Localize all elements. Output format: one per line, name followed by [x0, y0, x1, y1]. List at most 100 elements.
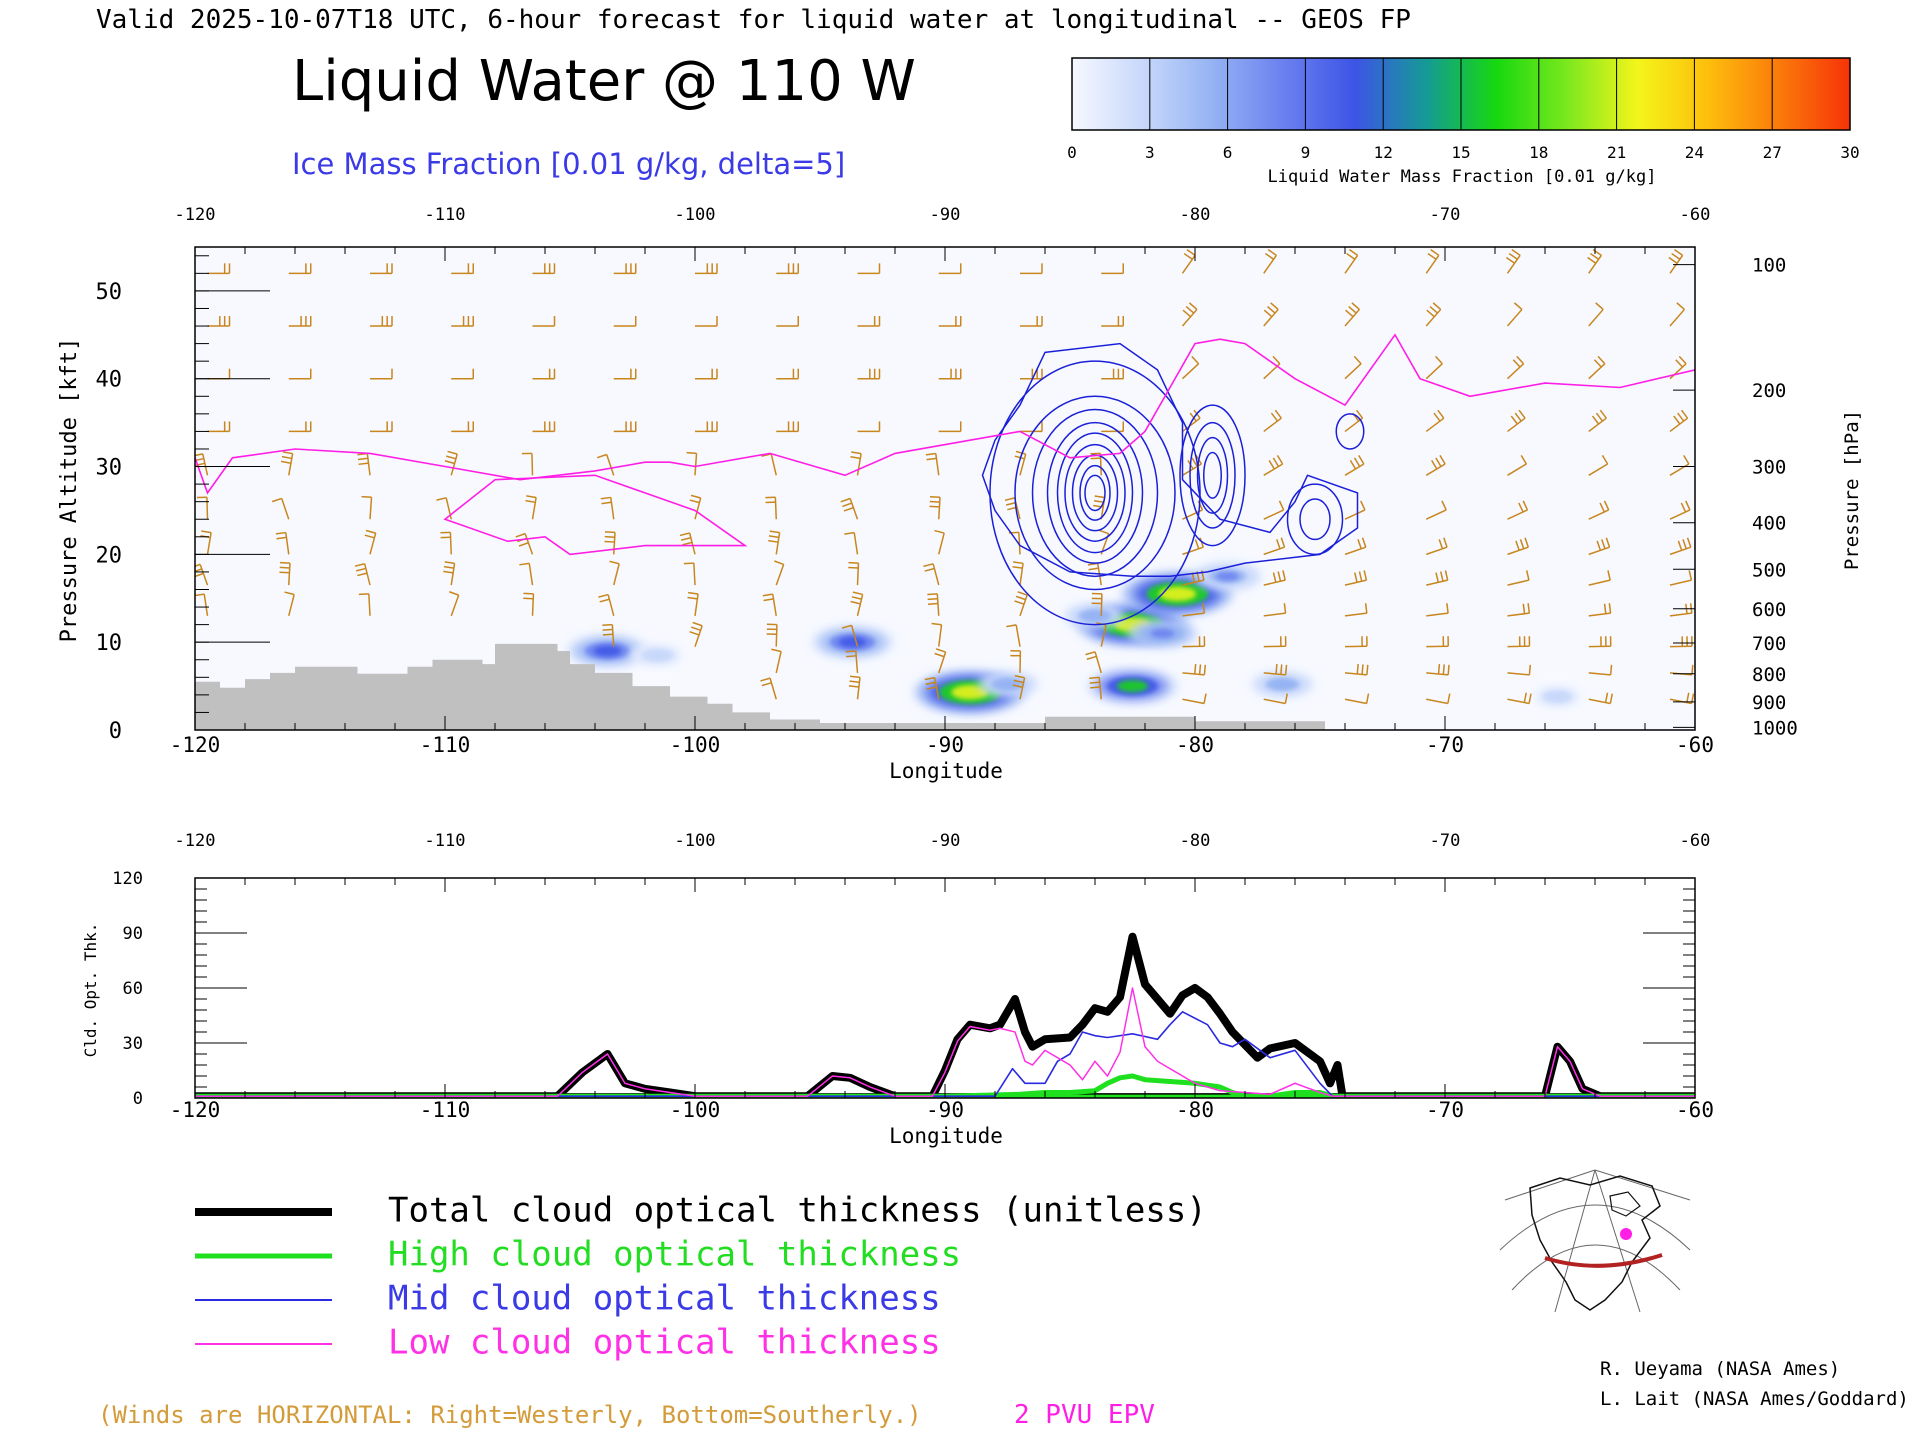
wind-barb-feather	[1677, 540, 1683, 551]
wind-barb	[1588, 537, 1611, 556]
wind-barb-feather	[840, 497, 851, 503]
ice-contour	[1203, 451, 1222, 499]
top-ytick-label: 40	[96, 368, 123, 393]
wind-barb-shaft	[1426, 612, 1449, 617]
top-xtick-label-upper: -120	[175, 205, 216, 225]
wind-barb-feather	[601, 501, 612, 505]
wind-barb-feather	[525, 499, 536, 504]
wind-barb-shaft	[1506, 363, 1525, 380]
wind-barb	[925, 452, 940, 476]
top-xtick-label: -80	[1176, 733, 1214, 757]
wind-barb	[1425, 302, 1442, 327]
wind-barb-shaft	[1344, 546, 1367, 556]
wind-barb-feather	[1004, 497, 1015, 502]
wind-barb-feather	[357, 572, 368, 577]
top-ytick-label: 50	[96, 280, 123, 305]
wind-barb-shaft	[1506, 308, 1523, 327]
wind-barb	[1263, 302, 1279, 327]
wind-barb-shaft	[607, 594, 615, 617]
wind-barb	[848, 561, 860, 586]
wind-barb-feather	[686, 451, 697, 455]
wind-barb-feather	[850, 600, 861, 605]
wind-barb	[596, 453, 615, 476]
wind-barb-feather	[1608, 603, 1612, 614]
wind-barb-shaft	[1263, 579, 1286, 586]
wind-barb-feather	[1272, 572, 1277, 583]
wind-barb	[370, 421, 393, 433]
wind-barb-shaft	[1425, 363, 1443, 380]
wind-barb-feather	[1351, 302, 1360, 310]
pressure-tick-label: 900	[1752, 692, 1786, 714]
legend: Total cloud optical thickness (unitless)…	[195, 1191, 1207, 1363]
wind-barb-feather	[1280, 537, 1286, 548]
colorbar-tick-label: 24	[1685, 143, 1704, 162]
top-xtick-label-upper: -60	[1680, 205, 1711, 225]
wind-barb	[1507, 500, 1529, 520]
wind-barb	[288, 316, 312, 327]
wind-barb-feather	[1524, 537, 1530, 548]
wind-barb-feather	[1012, 684, 1023, 688]
wind-barb-feather	[195, 593, 205, 597]
wind-barb-shaft	[688, 532, 696, 555]
wind-barb	[358, 593, 371, 616]
wind-barb-feather	[1522, 603, 1526, 614]
page-title: Liquid Water @ 110 W	[292, 49, 916, 114]
wind-barb-shaft	[1426, 698, 1448, 705]
wind-barb-feather	[1682, 539, 1687, 550]
wind-barb-feather	[1605, 537, 1611, 548]
wind-barb-shaft	[531, 453, 534, 476]
wind-barb-feather	[604, 531, 616, 534]
wind-barb	[687, 591, 699, 616]
wind-barb	[927, 593, 940, 616]
wind-barb	[924, 676, 940, 700]
wind-barb	[1182, 693, 1207, 705]
wind-barb-feather	[924, 567, 935, 572]
wind-barb-shaft	[1019, 594, 1028, 617]
wind-barb	[364, 529, 377, 555]
colorbar-tick-label: 6	[1223, 143, 1233, 162]
wind-barb-feather	[1430, 248, 1440, 256]
wind-barb-shaft	[1669, 363, 1687, 380]
wind-barb	[766, 623, 778, 647]
wind-barb	[1344, 248, 1359, 274]
wind-barb-feather	[1433, 412, 1441, 422]
wind-barb-shaft	[938, 497, 941, 520]
wind-barb	[695, 316, 718, 327]
wind-barb-shaft	[202, 453, 209, 476]
colorbar-tick-label: 0	[1067, 143, 1077, 162]
wind-barb-shaft	[366, 453, 371, 476]
wind-barb-feather	[609, 560, 620, 565]
wind-barb	[207, 421, 231, 433]
wind-barb	[1507, 537, 1530, 556]
wind-barb-shaft	[933, 677, 940, 700]
ice-contour	[1335, 413, 1365, 450]
map-graticule	[1594, 1169, 1641, 1313]
top-xtick-label: -120	[170, 733, 221, 757]
wind-barb-feather	[1442, 664, 1445, 675]
wind-barb-feather	[602, 633, 613, 636]
wind-barb-feather	[848, 685, 859, 688]
wind-barb	[1669, 500, 1691, 520]
wind-barb	[1344, 537, 1367, 556]
wind-barb	[1588, 570, 1611, 586]
wind-barb	[1263, 248, 1277, 274]
wind-barb	[1426, 636, 1449, 648]
bottom-xtick-label: -120	[170, 1098, 221, 1122]
wind-barb-feather	[1361, 537, 1367, 548]
wind-barb-shaft	[694, 453, 698, 476]
wind-barb-feather	[1203, 664, 1207, 675]
wind-barb	[1344, 355, 1362, 380]
wind-barb	[938, 263, 962, 275]
wind-barb-feather	[1275, 663, 1278, 675]
wind-barb-shaft	[771, 594, 777, 616]
wind-barb-shaft	[1182, 612, 1205, 617]
ice-contour	[1079, 464, 1111, 521]
liquid-water-cell	[1158, 586, 1197, 602]
wind-barb	[1507, 603, 1531, 617]
wind-barb-feather	[1361, 664, 1364, 675]
wind-barb-shaft	[1019, 453, 1027, 476]
wind-barb-feather	[1686, 692, 1690, 703]
wind-barb	[279, 561, 291, 586]
ice-contour	[1299, 498, 1331, 541]
wind-barb	[354, 563, 371, 586]
